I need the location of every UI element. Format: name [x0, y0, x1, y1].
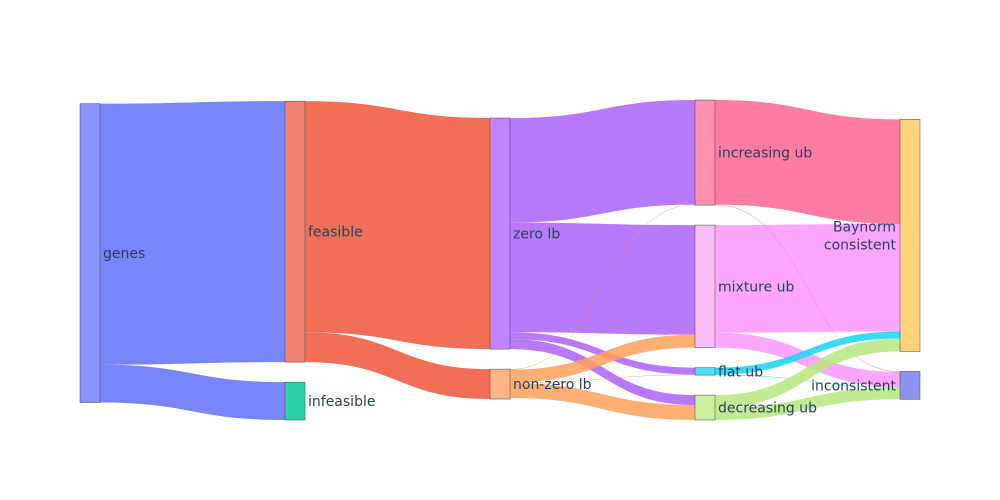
sankey-node-label-mixture_ub: mixture ub	[718, 279, 795, 295]
sankey-link-increasing_ub-to-baynorm_consistent	[715, 100, 900, 224]
sankey-node-label-zero_lb: zero lb	[513, 227, 560, 243]
sankey-links	[100, 100, 900, 420]
sankey-link-zero_lb-to-decreasing_ub	[510, 339, 695, 406]
sankey-node-feasible	[284, 100, 306, 363]
sankey-link-nonzero_lb-to-mixture_ub	[510, 334, 695, 383]
sankey-link-nonzero_lb-to-increasing_ub	[510, 204, 695, 370]
sankey-labels: genes feasible infeasible zero lb non-zero l…	[103, 146, 897, 417]
sankey-link-decreasing_ub-to-inconsistent	[715, 387, 900, 420]
sankey-link-mixture_ub-to-baynorm_consistent	[715, 223, 900, 333]
sankey-node-label-infeasible: infeasible	[308, 394, 375, 410]
sankey-node-label-nonzero_lb: non-zero lb	[513, 377, 592, 393]
sankey-node-label-increasing_ub: increasing ub	[718, 146, 812, 162]
sankey-link-feasible-to-nonzero_lb	[305, 332, 490, 400]
sankey-node-inconsistent	[899, 371, 921, 400]
sankey-link-feasible-to-zero_lb	[305, 101, 490, 350]
sankey-node-genes	[79, 103, 101, 403]
sankey-node-nonzero_lb	[489, 368, 511, 400]
sankey-node-label-feasible: feasible	[308, 225, 363, 241]
sankey-node-flat_ub	[694, 367, 716, 376]
sankey-link-genes-to-feasible	[100, 101, 285, 365]
sankey-node-label-genes: genes	[103, 246, 145, 262]
sankey-link-zero_lb-to-mixture_ub	[510, 222, 695, 335]
sankey-node-infeasible	[284, 381, 306, 421]
sankey-link-genes-to-infeasible	[100, 364, 285, 420]
sankey-link-mixture_ub-to-inconsistent	[715, 332, 900, 387]
sankey-node-baynorm_consistent	[899, 119, 921, 352]
sankey-node-increasing_ub	[694, 99, 716, 206]
sankey-link-nonzero_lb-to-flat_ub	[510, 374, 695, 384]
sankey-node-decreasing_ub	[694, 394, 716, 421]
sankey-link-decreasing_ub-to-baynorm_consistent	[715, 338, 900, 409]
sankey-node-label-decreasing_ub: decreasing ub	[718, 401, 817, 417]
sankey-node-label-inconsistent: inconsistent	[811, 378, 896, 394]
sankey-node-zero_lb	[489, 117, 511, 350]
sankey-node-label-flat_ub: flat ub	[718, 364, 763, 380]
sankey-link-zero_lb-to-increasing_ub	[510, 100, 695, 223]
sankey-link-increasing_ub-to-inconsistent	[715, 204, 900, 372]
sankey-link-flat_ub-to-baynorm_consistent	[715, 331, 900, 375]
sankey-node-mixture_ub	[694, 224, 716, 348]
sankey-node-label-baynorm_consistent: Baynorm consistent	[824, 219, 897, 253]
sankey-link-flat_ub-to-inconsistent	[715, 374, 900, 388]
sankey-nodes	[79, 99, 921, 421]
sankey-link-nonzero_lb-to-decreasing_ub	[510, 383, 695, 420]
